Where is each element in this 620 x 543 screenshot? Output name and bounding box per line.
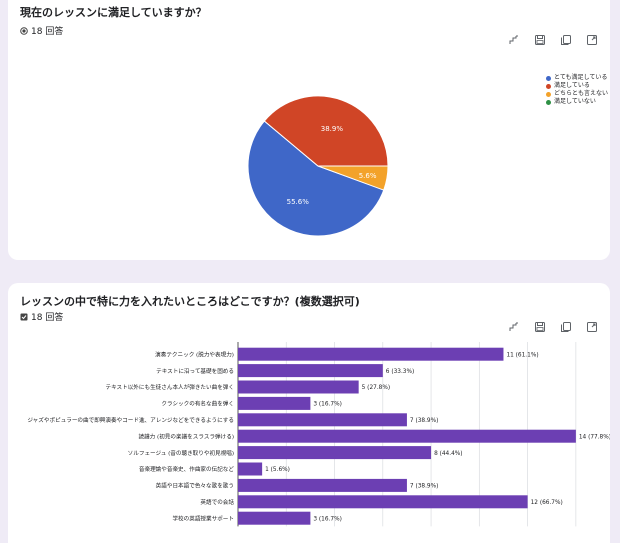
bar [238, 462, 263, 476]
value-label: 5 (27.8%) [362, 385, 390, 391]
value-label: 3 (16.7%) [313, 402, 341, 408]
value-label: 1 (5.6%) [265, 467, 290, 473]
bar [238, 396, 311, 410]
legend-swatch [546, 91, 551, 97]
pie-slice-label: 38.9% [321, 125, 344, 133]
save-icon[interactable] [534, 321, 546, 333]
value-label: 3 (16.7%) [313, 516, 341, 522]
bar [238, 446, 432, 460]
legend-swatch [546, 83, 551, 89]
chart-toolbar [508, 34, 598, 46]
bar [238, 478, 407, 492]
bar [238, 380, 359, 394]
legend-label: 満足している [554, 82, 590, 89]
bar [238, 347, 504, 361]
category-label: テキスト以外にも生徒さん本人が弾きたい曲を弾く [106, 383, 235, 391]
response-count-label: 18 回答 [31, 27, 64, 37]
category-label: 学校の英語授業サポート [172, 514, 234, 522]
response-count-label: 18 回答 [31, 313, 64, 323]
response-count: 18 回答 [20, 24, 63, 37]
legend-swatch [546, 75, 551, 81]
value-label: 12 (66.7%) [531, 500, 563, 506]
bar [238, 364, 383, 378]
value-label: 11 (61.1%) [506, 352, 538, 358]
copy-icon[interactable] [560, 34, 572, 46]
question-card-satisfaction: 現在のレッスンに満足していますか？ 18 回答 55.6% 38.9% 5.6% と… [8, 0, 610, 260]
legend-item: どちらとも言えない [546, 90, 608, 98]
save-icon[interactable] [534, 34, 546, 46]
radio-icon [20, 26, 28, 35]
pie-slice-label: 55.6% [287, 198, 310, 206]
category-label: ソルフェージュ (音の聴き取りや初見視唱) [128, 449, 234, 457]
category-label: テキストに沿って基礎を固める [156, 367, 234, 375]
legend-item: 満足していない [546, 98, 608, 106]
bar [238, 495, 528, 509]
question-card-focus-areas: レッスンの中で特に力を入れたいところはどこですか？(複数選択可) 18 回答 演… [8, 283, 610, 543]
value-label: 7 (38.9%) [410, 484, 438, 490]
chart-icon[interactable] [508, 34, 520, 46]
value-label: 14 (77.8%) [579, 434, 610, 440]
category-label: 演奏テクニック (脱力や表現力) [155, 350, 234, 358]
value-label: 6 (33.3%) [386, 369, 414, 375]
value-label: 7 (38.9%) [410, 418, 438, 424]
expand-icon[interactable] [586, 321, 598, 333]
question-title: レッスンの中で特に力を入れたいところはどこですか？(複数選択可) [20, 295, 360, 308]
pie-slice [317, 165, 389, 191]
pie-slice-label: 5.6% [359, 172, 377, 180]
category-label: 英語での会話 [200, 498, 234, 506]
pie-slice [263, 95, 389, 167]
bar-chart: 演奏テクニック (脱力や表現力) 11 (61.1%) テキストに沿って基礎を固める… [27, 342, 610, 527]
bar [238, 511, 311, 525]
pie-slice [247, 120, 385, 237]
category-label: 英語や日本語で色々な歌を歌う [156, 482, 234, 490]
value-label: 8 (44.4%) [434, 451, 462, 457]
expand-icon[interactable] [586, 34, 598, 46]
category-label: クラシックの有名な曲を弾く [161, 400, 234, 408]
legend-swatch [546, 99, 551, 105]
pie-legend: とても満足している 満足している どちらとも言えない 満足していない [546, 74, 608, 106]
legend-label: 満足していない [554, 98, 596, 105]
chart-toolbar [508, 321, 598, 333]
legend-item: とても満足している [546, 74, 608, 82]
category-label: 音楽理論や音楽史、作曲家の伝記など [139, 465, 235, 473]
legend-label: とても満足している [554, 74, 608, 81]
response-count: 18 回答 [20, 310, 63, 323]
question-title: 現在のレッスンに満足していますか？ [20, 6, 207, 19]
bar [238, 413, 407, 427]
copy-icon[interactable] [560, 321, 572, 333]
pie-chart: 55.6% 38.9% 5.6% [247, 95, 389, 237]
category-label: ジャズやポピュラーの曲で即興演奏やコード進、アレンジなどをできるようにする [27, 416, 234, 424]
legend-item: 満足している [546, 82, 608, 90]
bar [238, 429, 576, 443]
legend-label: どちらとも言えない [554, 90, 609, 97]
chart-icon[interactable] [508, 321, 520, 333]
checkbox-icon [20, 313, 28, 321]
category-label: 読譜力 (初見の楽譜をスラスラ弾ける) [138, 432, 234, 440]
